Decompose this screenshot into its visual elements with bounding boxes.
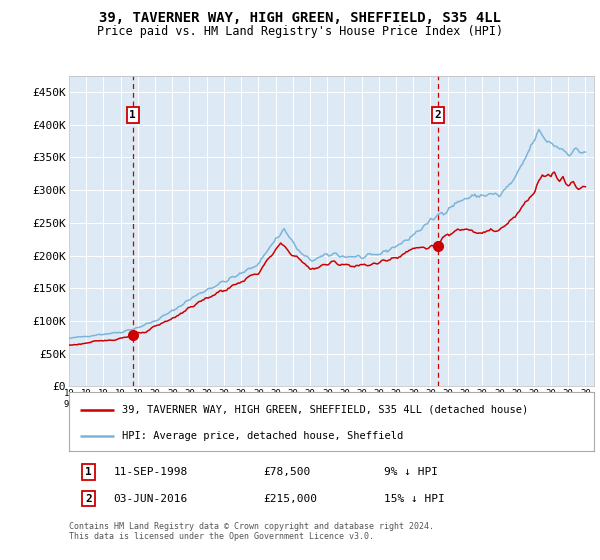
Text: HPI: Average price, detached house, Sheffield: HPI: Average price, detached house, Shef… <box>121 431 403 441</box>
Text: 2: 2 <box>434 110 441 120</box>
Text: Contains HM Land Registry data © Crown copyright and database right 2024.
This d: Contains HM Land Registry data © Crown c… <box>69 522 434 542</box>
Text: 2: 2 <box>85 494 92 503</box>
Text: 11-SEP-1998: 11-SEP-1998 <box>113 467 188 477</box>
Text: 9% ↓ HPI: 9% ↓ HPI <box>384 467 438 477</box>
Text: 1: 1 <box>85 467 92 477</box>
Text: 39, TAVERNER WAY, HIGH GREEN, SHEFFIELD, S35 4LL: 39, TAVERNER WAY, HIGH GREEN, SHEFFIELD,… <box>99 11 501 25</box>
Text: Price paid vs. HM Land Registry's House Price Index (HPI): Price paid vs. HM Land Registry's House … <box>97 25 503 38</box>
Text: £215,000: £215,000 <box>263 494 317 503</box>
Text: 39, TAVERNER WAY, HIGH GREEN, SHEFFIELD, S35 4LL (detached house): 39, TAVERNER WAY, HIGH GREEN, SHEFFIELD,… <box>121 405 528 414</box>
Text: 03-JUN-2016: 03-JUN-2016 <box>113 494 188 503</box>
Text: £78,500: £78,500 <box>263 467 311 477</box>
Text: 15% ↓ HPI: 15% ↓ HPI <box>384 494 445 503</box>
Text: 1: 1 <box>130 110 136 120</box>
